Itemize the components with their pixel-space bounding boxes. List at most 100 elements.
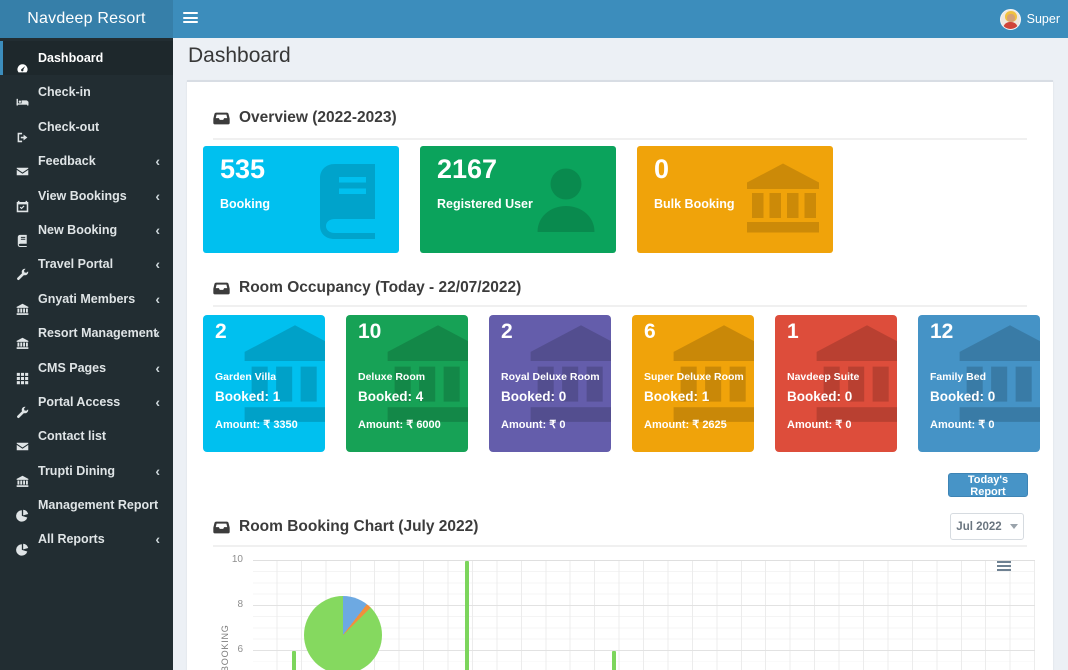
sidebar-item[interactable]: All Reports ‹ [0,522,173,557]
y-tick-label: 6 [237,643,243,655]
sidebar-item-label: Check-out [38,119,100,134]
inbox-icon [213,110,230,127]
room-count: 10 [358,320,382,343]
room-count: 12 [930,320,954,343]
section-divider [213,138,1027,140]
room-name: Garden Villa [215,371,277,383]
section-divider [213,545,1027,547]
tile-value: 2167 [437,154,498,184]
room-tile: 12 Family Bed Booked: 0 Amount: ₹ 0 [918,315,1040,452]
room-name: Super Deluxe Room [644,371,744,383]
todays-report-button[interactable]: Today's Report [948,473,1028,498]
sidebar-item[interactable]: Resort Management ‹ [0,316,173,350]
room-name: Navdeep Suite [787,371,860,383]
occupancy-heading: Room Occupancy (Today - 22/07/2022) [239,279,522,296]
chevron-down-icon [1009,524,1018,529]
section-divider [213,305,1027,307]
tile-value: 0 [654,154,670,184]
room-booked: Booked: 0 [930,389,996,404]
room-tile: 1 Navdeep Suite Booked: 0 Amount: ₹ 0 [775,315,897,452]
booking-bar-day-2[interactable] [292,651,297,670]
sidebar-item[interactable]: CMS Pages ‹ [0,351,173,385]
bank-icon [16,464,31,487]
sidebar-item-label: Check-in [38,85,91,100]
room-booked: Booked: 0 [501,389,567,404]
pie-chart-overlay[interactable] [304,596,382,670]
chevron-left-icon: ‹ [155,531,160,548]
room-amount: Amount: ₹ 3350 [215,419,298,431]
chart-menu-icon[interactable] [997,561,1011,573]
room-amount: Amount: ₹ 0 [501,419,566,431]
sidebar-item-label: Resort Management [38,326,158,341]
room-booked: Booked: 0 [787,389,853,404]
page-title: Dashboard [188,44,291,67]
sidebar-item-label: New Booking [38,222,118,237]
y-tick-label: 8 [237,598,243,610]
chevron-left-icon: ‹ [155,462,160,479]
envelope-icon [16,429,31,451]
booking-bar-day-9[interactable] [465,561,470,670]
sidebar-item[interactable]: Check-in ‹ [0,75,173,109]
chart-section-header: Room Booking Chart (July 2022) [213,518,478,536]
wrench-icon [16,257,31,281]
envelope-icon [16,154,31,176]
chevron-left-icon: ‹ [155,393,160,410]
bank-icon [954,319,1040,431]
sidebar-item-label: Trupti Dining [38,463,116,478]
chart-y-axis-label: BOOKING [220,624,230,670]
chart-heading: Room Booking Chart (July 2022) [239,518,479,535]
dashboard-icon [16,51,31,73]
y-tick-label: 10 [231,553,243,565]
chevron-left-icon: ‹ [155,256,160,273]
chevron-left-icon: ‹ [155,153,160,170]
user-icon [526,159,606,239]
tile-value: 535 [220,154,266,184]
room-name: Deluxe Room [358,371,426,383]
sidebar-item[interactable]: Portal Access ‹ [0,385,173,419]
room-tile: 2 Garden Villa Booked: 1 Amount: ₹ 3350 [203,315,325,452]
room-booked: Booked: 4 [358,389,424,404]
sidebar-item[interactable]: Feedback ‹ [0,144,173,178]
room-count: 1 [787,320,799,343]
overview-heading: Overview (2022-2023) [239,109,397,126]
sidebar-item[interactable]: New Booking ‹ [0,213,173,247]
room-count: 2 [215,320,227,343]
room-count: 2 [501,320,513,343]
sidebar-item[interactable]: Dashboard ‹ [0,41,173,76]
overview-tiles: 535 Booking 2167 Registered User 0 Bulk … [203,146,833,253]
sidebar-item-label: All Reports [38,532,105,547]
pie-chart-icon [16,532,31,557]
sidebar-item[interactable]: Management Report ‹ [0,488,173,522]
sidebar-item[interactable]: Check-out ‹ [0,110,173,144]
sidebar-toggle-icon[interactable] [183,12,198,25]
sidebar-item-label: Contact list [38,429,107,444]
sidebar-item[interactable]: Trupti Dining ‹ [0,454,173,488]
overview-tile: 535 Booking [203,146,399,253]
user-menu[interactable]: Super [999,0,1060,38]
sidebar-item[interactable]: Travel Portal ‹ [0,247,173,281]
wrench-icon [16,395,31,418]
chevron-left-icon: ‹ [155,290,160,307]
sidebar-item-label: CMS Pages [38,360,107,375]
brand[interactable]: Navdeep Resort [0,0,173,38]
th-grid-icon [16,361,31,384]
tile-label: Booking [220,197,270,211]
sign-out-icon [16,120,31,142]
bank-icon [239,319,325,431]
room-amount: Amount: ₹ 2625 [644,419,727,431]
room-amount: Amount: ₹ 0 [930,419,995,431]
inbox-icon [213,280,230,297]
month-select[interactable]: Jul 2022 [950,513,1024,540]
room-amount: Amount: ₹ 6000 [358,419,441,431]
booking-chart[interactable] [253,560,1035,670]
booking-bar-day-15[interactable] [611,651,616,670]
sidebar-item[interactable]: View Bookings ‹ [0,179,173,213]
room-count: 6 [644,320,656,343]
dashboard-card: Overview (2022-2023) 535 Booking 2167 Re… [187,80,1053,670]
overview-tile: 0 Bulk Booking [637,146,833,253]
sidebar-item-label: Gnyati Members [38,291,136,306]
sidebar-item[interactable]: Gnyati Members ‹ [0,282,173,316]
sidebar-item[interactable]: Contact list ‹ [0,419,173,453]
chevron-left-icon: ‹ [155,187,160,204]
